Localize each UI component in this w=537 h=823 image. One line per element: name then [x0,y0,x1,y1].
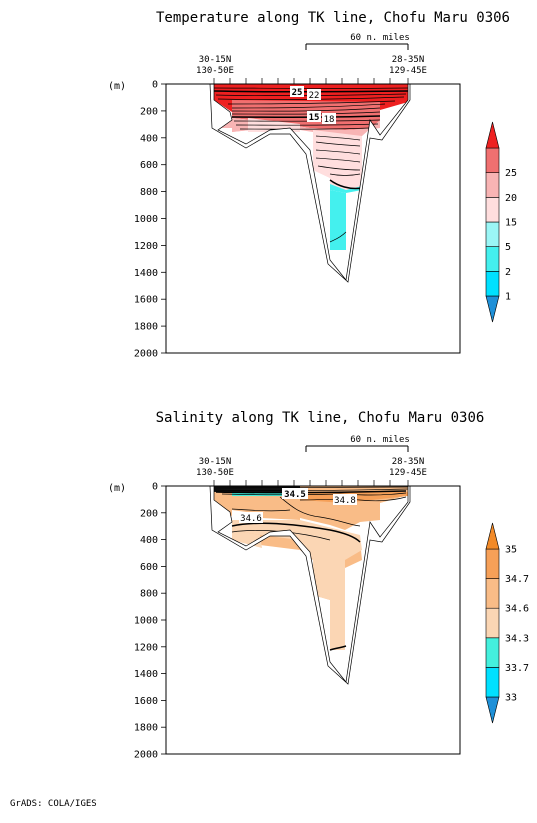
contour-label-18: 18 [324,115,335,125]
y-tick-label: 1000 [134,616,158,627]
colorbar-arrow-high [485,522,500,550]
y-tick-label: 0 [152,482,158,493]
y-tick-label: 800 [140,589,158,600]
temperature-contour-labels: 25 22 15 18 [290,86,336,125]
salinity-station-ticks [213,480,409,486]
salinity-colorbar: 33 33.7 34.3 34.6 34.7 35 [485,522,529,724]
y-unit-label: (m) [108,81,126,92]
colorbar-label: 35 [505,545,517,556]
salinity-panel: Salinity along TK line, Chofu Maru 0306 … [108,410,529,761]
colorbar-label: 5 [505,242,511,253]
colorbar-box [485,197,500,223]
colorbar-box [485,667,500,698]
y-tick-label: 600 [140,562,158,573]
west-lon: 130-50E [196,468,234,478]
y-tick-label: 2000 [134,349,158,360]
colorbar-arrow-low [485,295,500,323]
east-lat: 28-35N [392,457,425,467]
salinity-title: Salinity along TK line, Chofu Maru 0306 [156,410,485,426]
y-tick-label: 1400 [134,268,158,279]
grads-footer: GrADS: COLA/IGES [10,799,97,809]
y-tick-label: 200 [140,106,158,117]
colorbar-label: 15 [505,218,517,229]
salinity-topography [209,485,411,685]
colorbar-arrow-high [485,121,500,149]
west-lat: 30-15N [199,457,232,467]
y-tick-label: 600 [140,160,158,171]
y-tick-label: 1400 [134,669,158,680]
y-tick-label: 1800 [134,322,158,333]
temperature-panel: Temperature along TK line, Chofu Maru 03… [108,10,517,360]
y-tick-label: 1200 [134,241,158,252]
y-tick-label: 0 [152,80,158,91]
east-lon: 129-45E [389,468,427,478]
colorbar-box [485,607,500,639]
salinity-y-axis: 0 200 400 600 800 1000 1200 1400 1600 1800 2000 [134,482,166,761]
colorbar-label: 33.7 [505,663,529,674]
temperature-y-axis: 0 200 400 600 800 1000 1200 1400 1600 1800 2000 [134,80,166,360]
east-lat: 28-35N [392,55,425,65]
y-tick-label: 200 [140,508,158,519]
y-tick-label: 400 [140,535,158,546]
contour-label-25: 25 [292,88,303,98]
contour-label-34-6: 34.6 [240,514,262,524]
temperature-station-ticks [213,78,409,84]
salinity-contour-labels: 34.5 34.8 34.6 [239,488,357,524]
y-tick-label: 800 [140,187,158,198]
contour-label-34-5: 34.5 [284,490,306,500]
contour-label-15: 15 [309,113,320,123]
colorbar-label: 25 [505,168,517,179]
contour-label-34-8: 34.8 [334,496,356,506]
colorbar-label: 34.3 [505,633,529,644]
west-lon: 130-50E [196,66,234,76]
y-tick-label: 1200 [134,642,158,653]
colorbar-box [485,147,500,173]
y-tick-label: 1600 [134,295,158,306]
scale-label: 60 n. miles [350,435,410,445]
colorbar-box [485,221,500,247]
colorbar-label: 1 [505,292,511,303]
temperature-title: Temperature along TK line, Chofu Maru 03… [156,10,510,26]
colorbar-arrow-low [485,696,500,724]
y-tick-label: 1800 [134,723,158,734]
east-lon: 129-45E [389,66,427,76]
y-tick-label: 1000 [134,214,158,225]
y-unit-label: (m) [108,483,126,494]
colorbar-box [485,172,500,198]
y-tick-label: 1600 [134,696,158,707]
y-tick-label: 400 [140,133,158,144]
contour-label-22: 22 [309,91,320,101]
colorbar-box [485,548,500,579]
west-lat: 30-15N [199,55,232,65]
colorbar-label: 34.6 [505,604,529,615]
colorbar-box [485,578,500,609]
colorbar-box [485,637,500,668]
y-tick-label: 2000 [134,750,158,761]
colorbar-box [485,246,500,272]
temperature-topography [209,83,411,283]
colorbar-label: 2 [505,267,511,278]
colorbar-label: 34.7 [505,574,529,585]
colorbar-label: 33 [505,693,517,704]
colorbar-label: 20 [505,193,517,204]
colorbar-box [485,271,500,297]
scale-label: 60 n. miles [350,33,410,43]
